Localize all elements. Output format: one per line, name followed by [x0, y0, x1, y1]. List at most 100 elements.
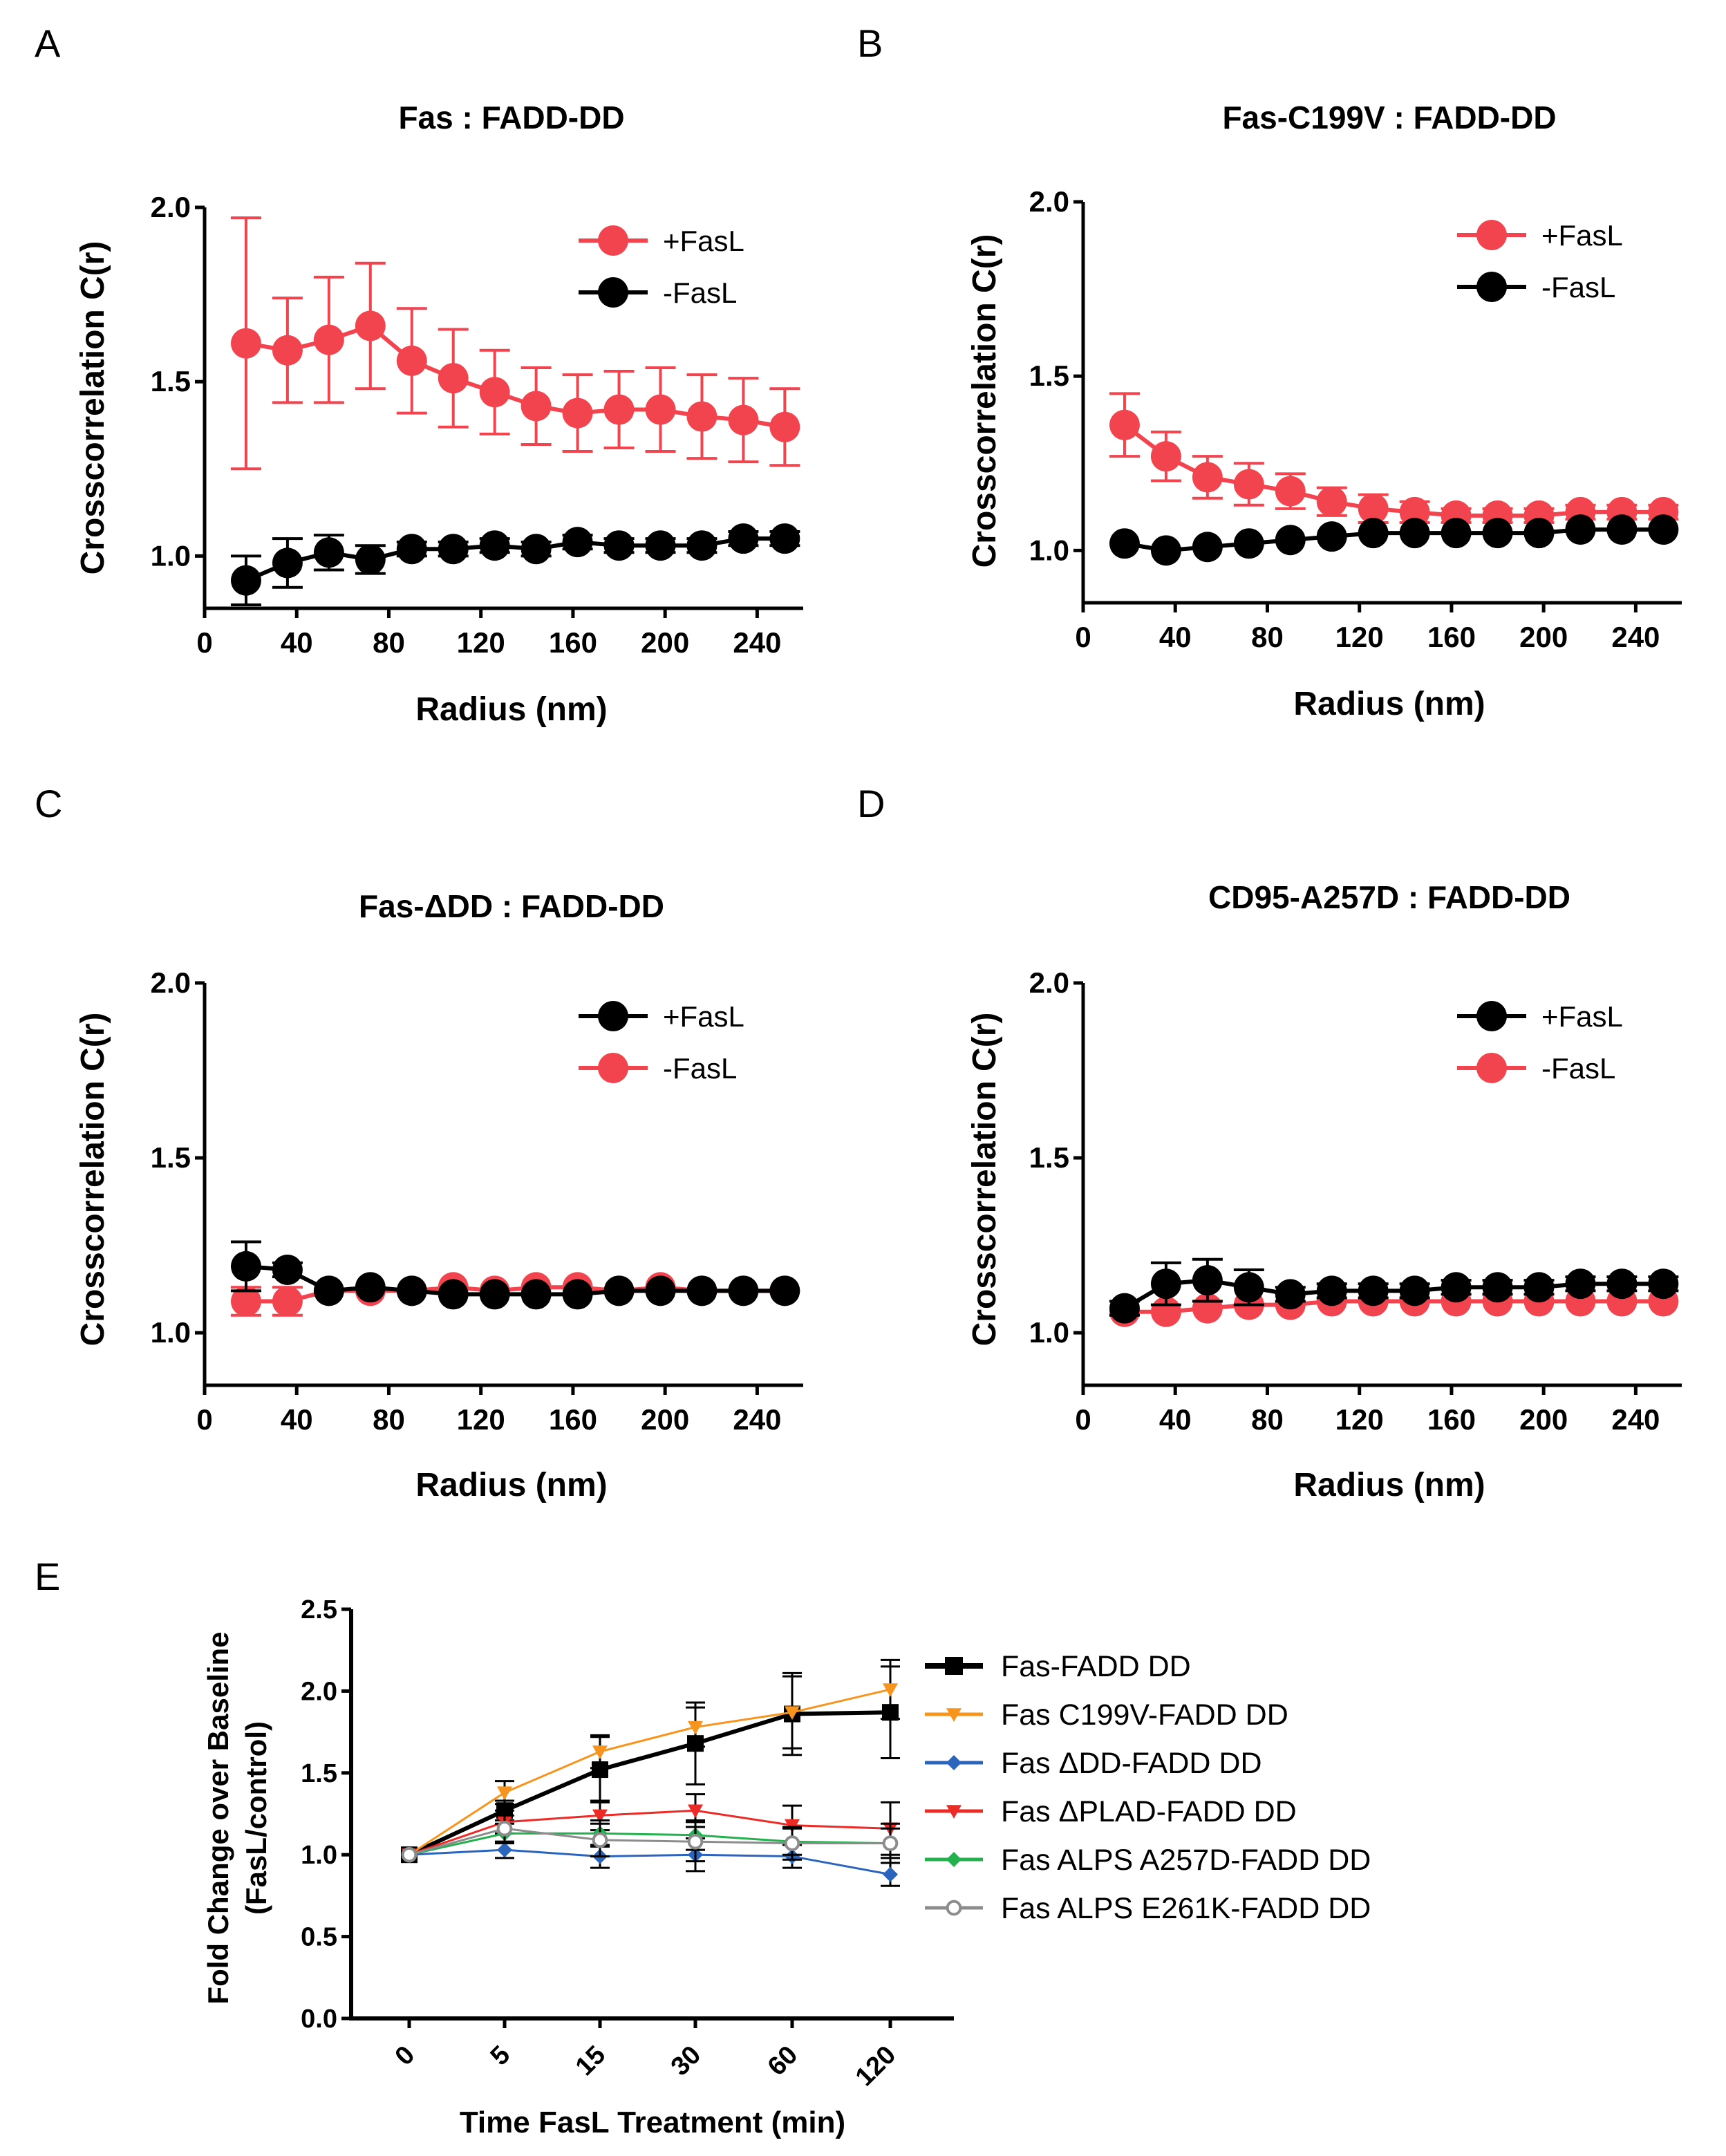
data-point: [1150, 535, 1181, 566]
data-point: [603, 1275, 635, 1306]
data-point: [272, 1254, 303, 1285]
panel-b: B Fas-C199V : FADD-DD 1.0 1.5 2.0 0 40 80 120 160…: [857, 21, 1682, 722]
legend-marker: [598, 1053, 628, 1083]
data-point: [645, 1275, 676, 1306]
data-point: [1150, 1268, 1181, 1300]
x-tick-label: 0: [196, 1403, 212, 1436]
data-point: [1192, 462, 1223, 493]
data-point: [230, 1250, 261, 1282]
data-point: [520, 391, 552, 422]
x-tick-label: 160: [549, 626, 597, 659]
series-fasl: [230, 216, 800, 471]
data-point: [1275, 525, 1306, 556]
data-point: [520, 1279, 552, 1310]
y-tick-label: 2.5: [301, 1595, 337, 1624]
chart-title: CD95-A257D : FADD-DD: [1208, 879, 1570, 915]
x-tick-label: 200: [1519, 1403, 1568, 1436]
data-point: [230, 1286, 261, 1317]
y-axis-label: Crosscorrelation C(r): [75, 1013, 111, 1347]
data-point: [688, 1804, 703, 1819]
x-tick-label: 200: [641, 1403, 689, 1436]
y-axis-label: Crosscorrelation C(r): [966, 1013, 1003, 1347]
legend-marker: [1476, 220, 1507, 250]
legend-label: Fas ALPS A257D-FADD DD: [1001, 1844, 1371, 1877]
panel-a: A Fas : FADD-DD 1.0 1.5 2.0 0 40 80 120 160 200 240…: [35, 21, 803, 728]
data-point: [396, 534, 427, 565]
x-tick-label: 0: [196, 626, 212, 659]
data-point: [230, 565, 261, 596]
data-point: [1648, 1268, 1679, 1300]
x-tick-label: 30: [666, 2041, 707, 2082]
data-point: [313, 324, 344, 355]
series-1: [402, 1658, 900, 1863]
series-line: [409, 1809, 891, 1856]
panel-letter: B: [857, 21, 883, 65]
y-tick-label: 0.0: [301, 2005, 337, 2034]
data-point: [396, 1275, 427, 1306]
data-point: [1233, 469, 1264, 500]
legend-label: Fas-FADD DD: [1001, 1650, 1191, 1683]
data-point: [728, 1275, 759, 1306]
data-point: [1399, 496, 1430, 527]
data-point: [438, 1279, 469, 1310]
data-point: [769, 523, 800, 554]
data-point: [1316, 1275, 1347, 1306]
legend-marker: [598, 1001, 628, 1031]
data-point: [497, 1842, 512, 1858]
data-point: [592, 1832, 608, 1848]
panel-letter: D: [857, 782, 885, 825]
legend-label: Fas ΔDD-FADD DD: [1001, 1747, 1262, 1780]
data-point: [1358, 518, 1389, 549]
data-point: [688, 1721, 703, 1735]
chart-title: Fas-C199V : FADD-DD: [1222, 100, 1556, 135]
data-point: [1233, 528, 1264, 559]
data-point: [946, 1852, 962, 1867]
data-point: [562, 397, 593, 429]
data-point: [438, 534, 469, 565]
data-point: [946, 1708, 962, 1722]
legend-marker: [1476, 1001, 1507, 1031]
x-tick-label: 0: [1075, 1403, 1091, 1436]
x-axis-label: Radius (nm): [1293, 1467, 1485, 1503]
data-point: [1316, 521, 1347, 552]
x-tick-label: 240: [1611, 1403, 1660, 1436]
data-point: [520, 534, 552, 565]
data-point: [645, 530, 676, 561]
data-point: [497, 1786, 512, 1801]
panel-letter: A: [35, 21, 61, 65]
chart-title: Fas-ΔDD : FADD-DD: [359, 888, 664, 924]
data-point: [1523, 1272, 1555, 1303]
data-point: [562, 527, 593, 558]
data-point: [1358, 493, 1389, 524]
y-axis-label: Crosscorrelation C(r): [75, 241, 111, 575]
data-point: [687, 1833, 704, 1850]
y-tick-label: 2.0: [151, 191, 191, 223]
x-tick-label: 15: [570, 2041, 612, 2082]
data-point: [479, 377, 510, 408]
x-tick-label: 80: [1251, 1403, 1284, 1436]
data-point: [1316, 486, 1347, 517]
data-point: [479, 1279, 510, 1310]
series-fasl: [1109, 1257, 1679, 1324]
data-point: [1109, 528, 1140, 559]
data-point: [1523, 518, 1555, 549]
data-point: [603, 394, 635, 425]
y-tick-label: 1.0: [151, 539, 191, 572]
data-point: [945, 1657, 963, 1675]
data-point: [1399, 1275, 1430, 1306]
y-tick-label: 1.5: [1029, 359, 1069, 392]
data-point: [883, 1866, 898, 1882]
data-point: [272, 547, 303, 579]
data-point: [592, 1745, 608, 1760]
x-tick-label: 120: [1335, 1403, 1384, 1436]
chart-title: Fas : FADD-DD: [398, 100, 624, 135]
data-point: [946, 1900, 962, 1916]
legend-label: -FasL: [663, 1052, 737, 1085]
x-tick-label: 40: [281, 626, 313, 659]
data-point: [946, 1805, 962, 1819]
x-tick-label: 240: [733, 626, 781, 659]
legend-marker: [1476, 272, 1507, 302]
data-point: [769, 1275, 800, 1306]
y-axis-label: Crosscorrelation C(r): [966, 234, 1003, 568]
